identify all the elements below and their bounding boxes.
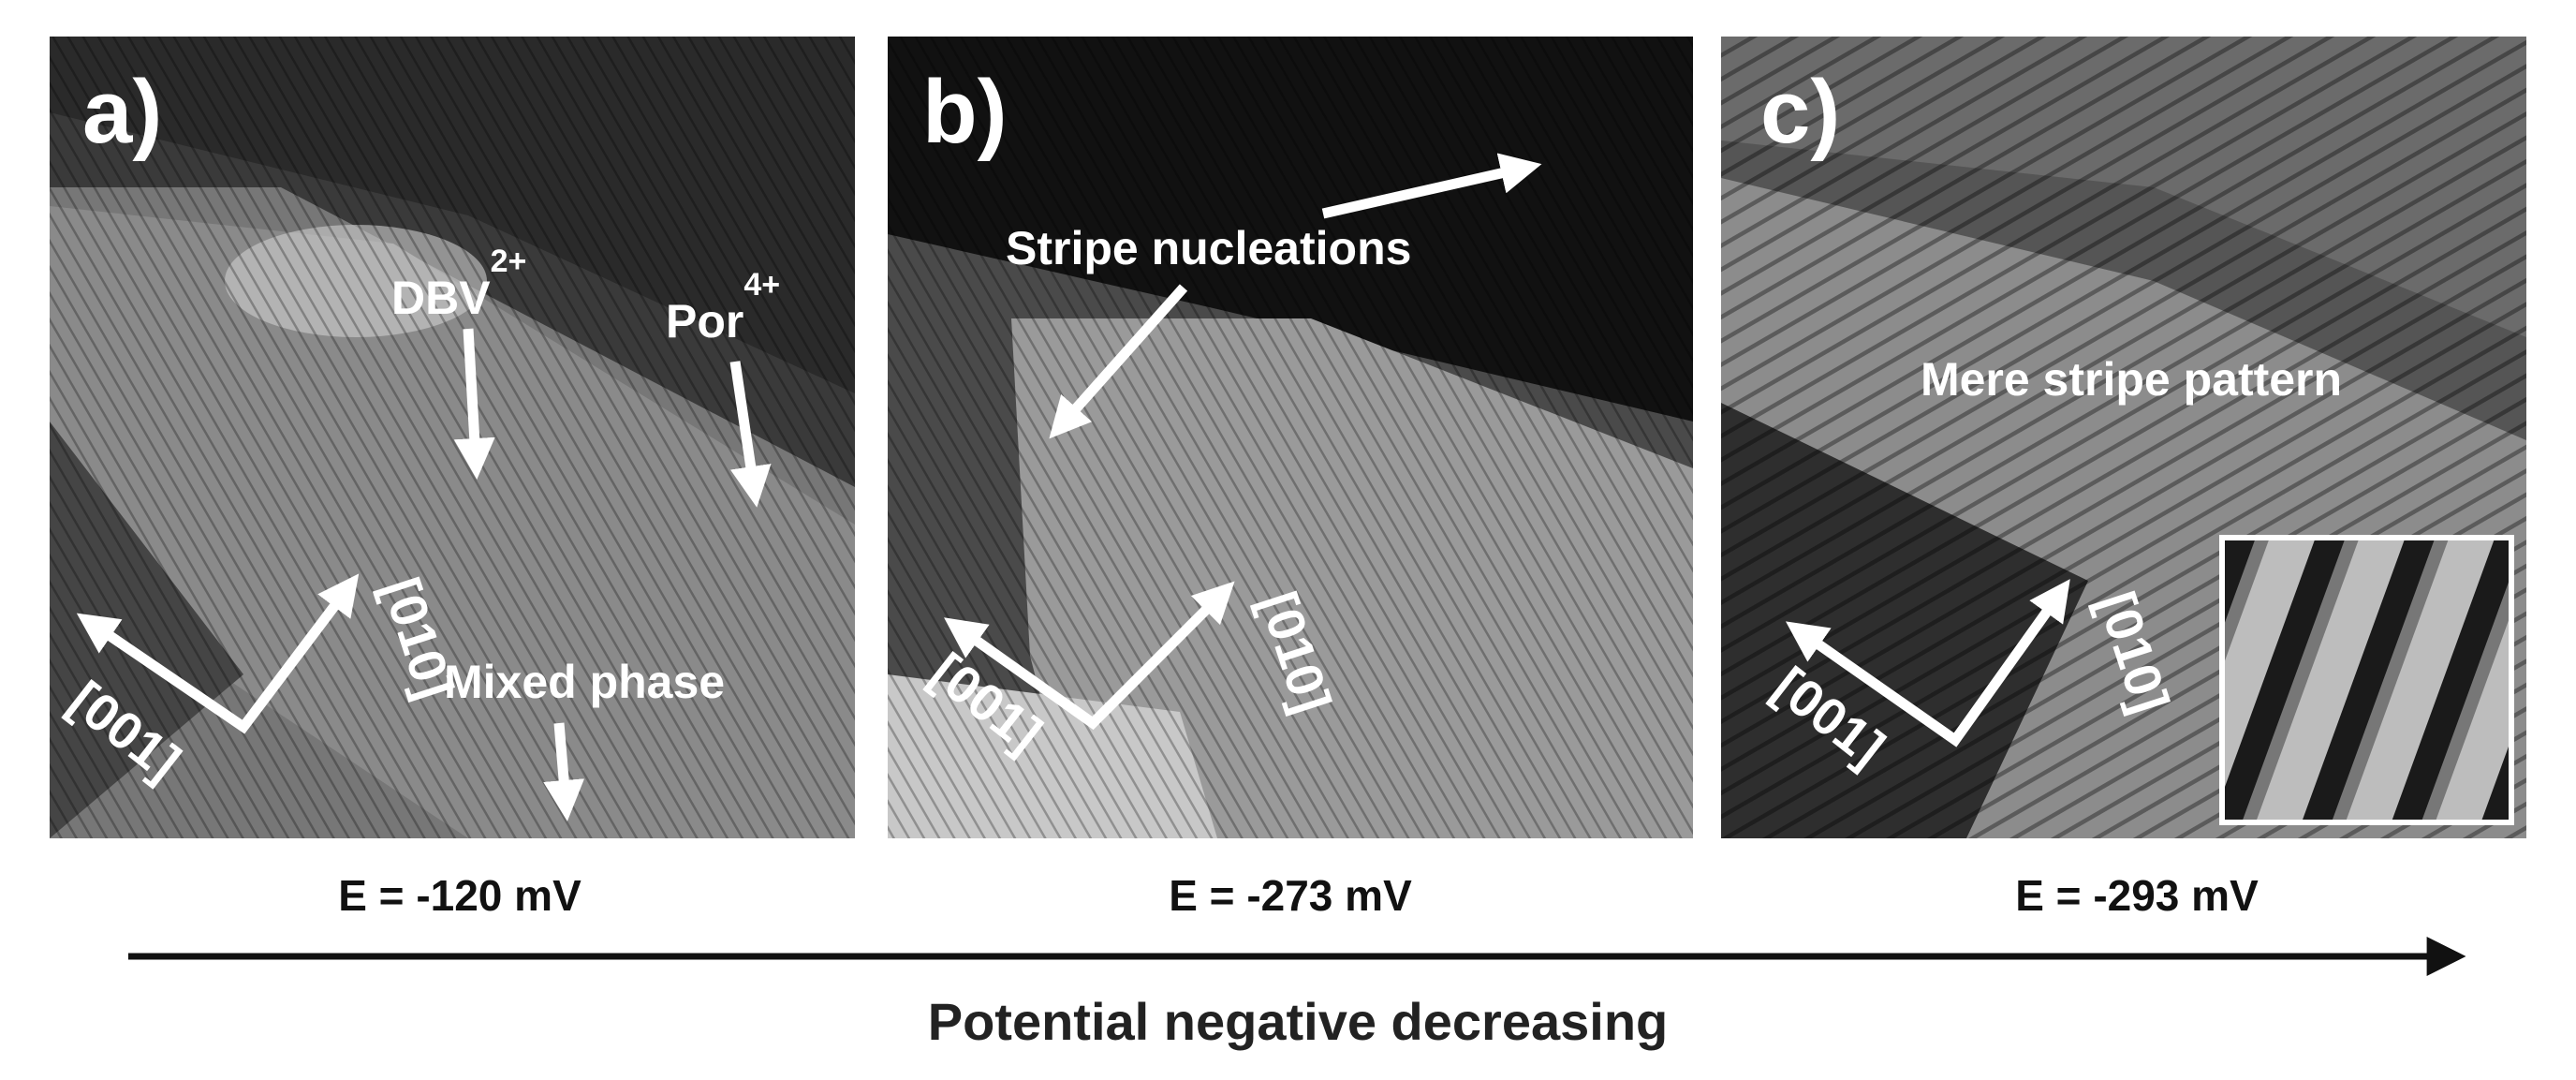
potential-label: E = -293 mV (2015, 871, 2259, 920)
arrow (729, 361, 772, 508)
axis-arrows (76, 573, 360, 734)
potential-label: E = -273 mV (1169, 871, 1412, 920)
arrow (1321, 153, 1542, 219)
stm-image-b (888, 37, 1693, 838)
arrow (453, 328, 495, 480)
annotation-superscript: 4+ (743, 267, 780, 303)
panel-label: b) (922, 62, 1008, 162)
axis-caption: Potential negative decreasing (928, 992, 1668, 1051)
annotation: Mixed phase (444, 656, 725, 708)
axis-arrows (944, 581, 1235, 731)
annotation: DBV2+ (391, 244, 526, 324)
arrow (543, 722, 585, 821)
potential-label: E = -120 mV (338, 871, 581, 920)
panel-label: c) (1760, 62, 1840, 162)
axis-arrows (1785, 579, 2070, 747)
annotation-superscript: 2+ (491, 244, 527, 279)
panel-label: a) (82, 62, 162, 162)
annotation: Stripe nucleations (1006, 222, 1411, 274)
annotation-text: Por (666, 295, 743, 348)
annotation-text: DBV (391, 272, 491, 324)
inset-image (2219, 535, 2514, 825)
arrow (1049, 284, 1188, 439)
annotation: Mere stripe pattern (1921, 353, 2342, 406)
stm-image-a (50, 37, 855, 838)
annotation: Por4+ (666, 267, 780, 348)
